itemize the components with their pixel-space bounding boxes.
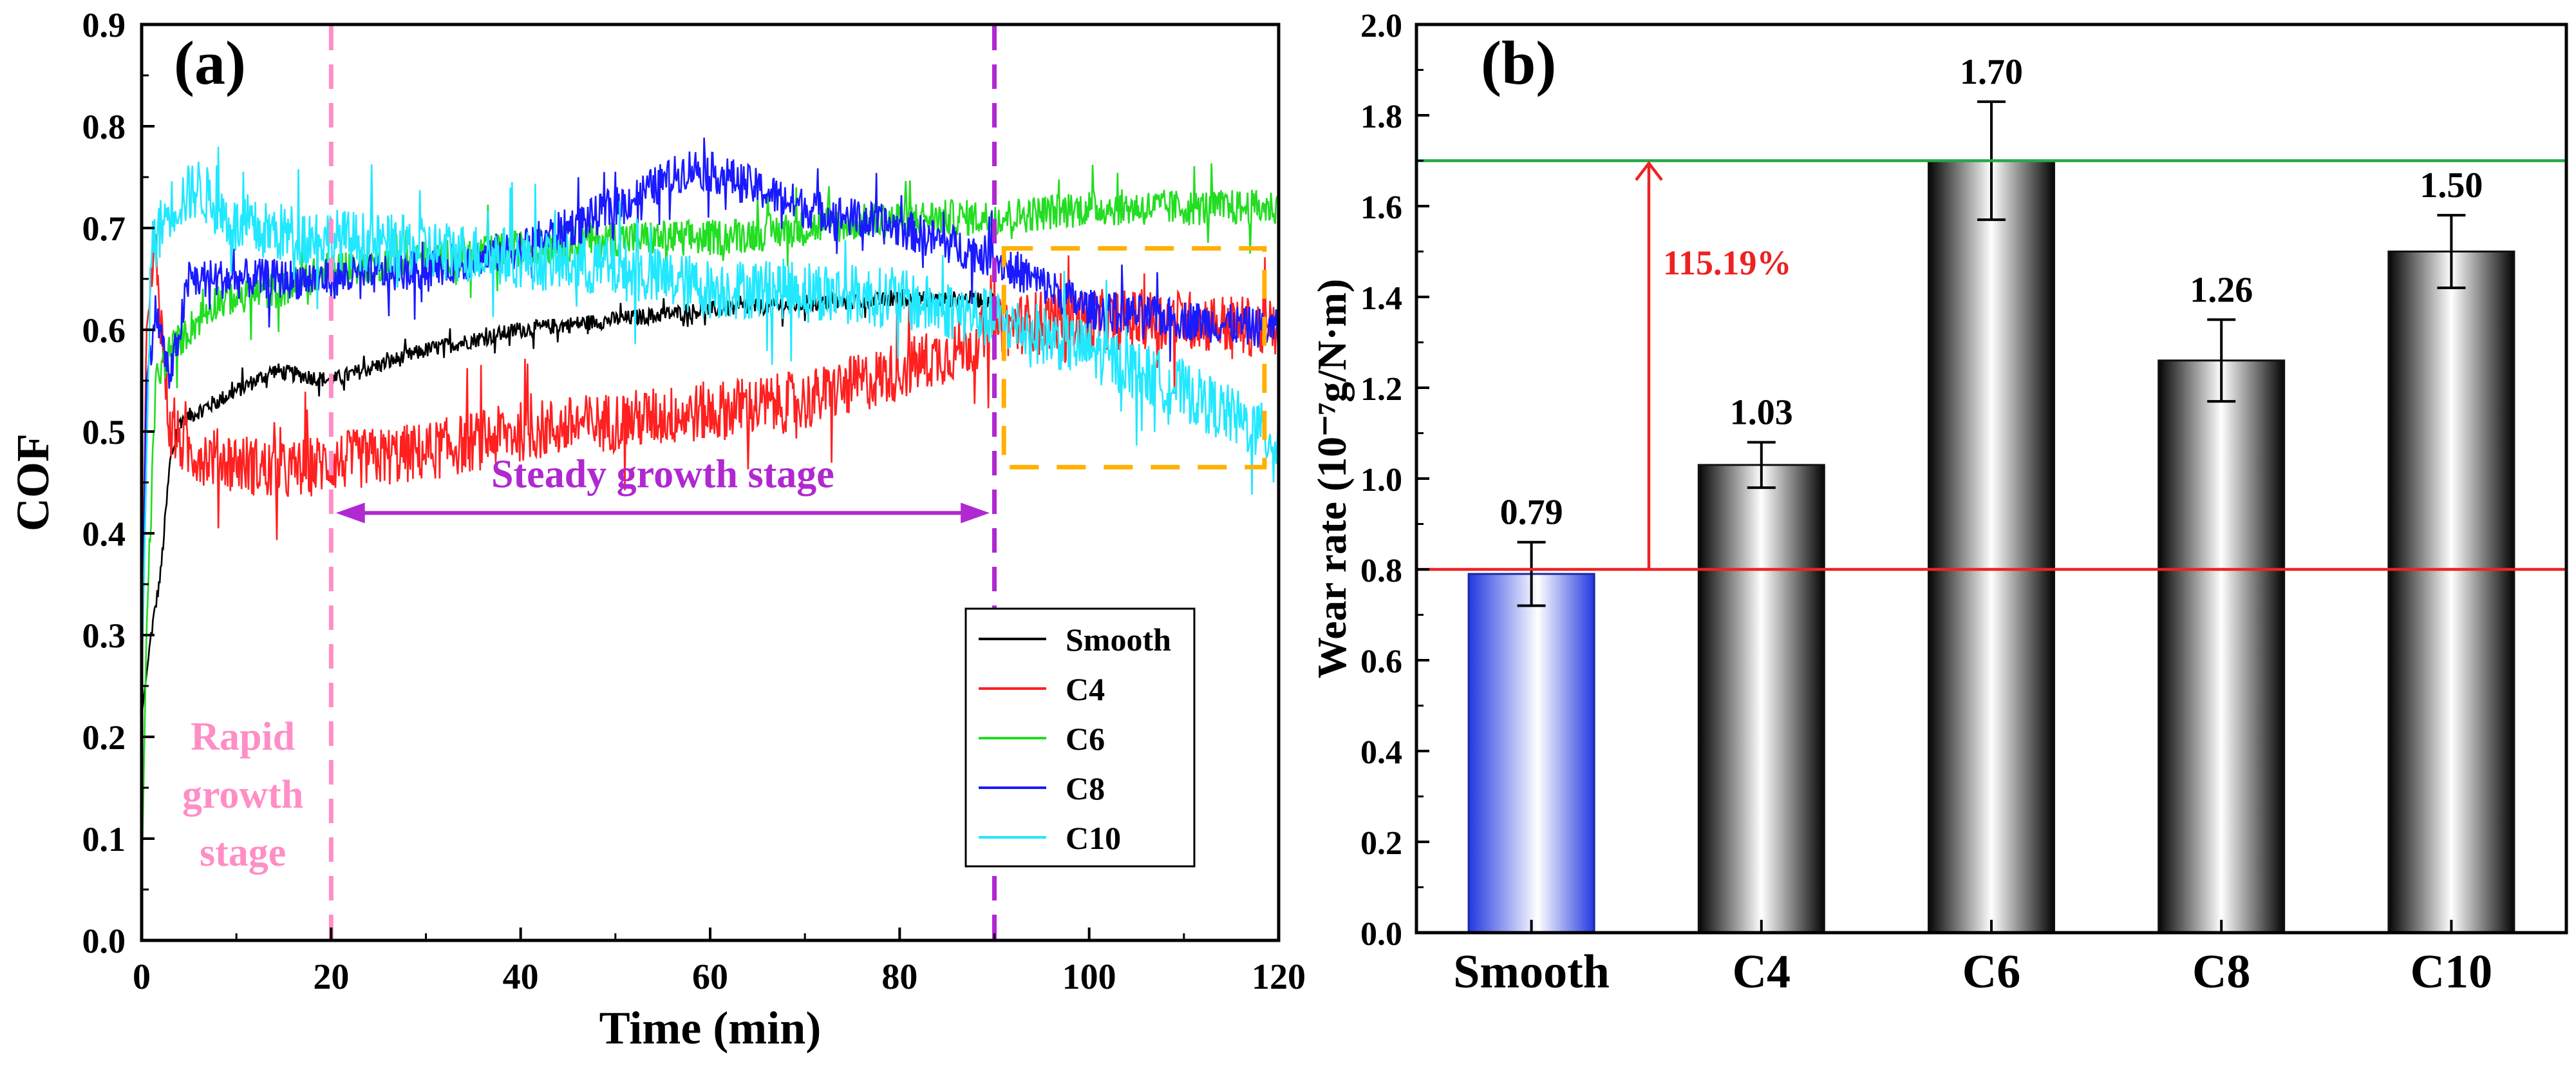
- b-reference-lines: [1416, 159, 2566, 571]
- a-x-axis-title: Time (min): [599, 1002, 822, 1054]
- legend-label-c10: C10: [1066, 820, 1121, 856]
- b-y-tick-label: 0.4: [1360, 734, 1402, 771]
- a-x-tick-label: 120: [1252, 957, 1306, 997]
- legend-label-smooth: Smooth: [1066, 622, 1171, 658]
- value-label-c10: 1.50: [2420, 166, 2483, 205]
- rapid-stage-label-line1: Rapid: [191, 715, 295, 759]
- a-x-tick-label: 40: [503, 957, 539, 997]
- b-bars: 0.79 Smooth 1.03 C4 1.70 C6 1.26 C8 1.50 C10: [1453, 52, 2515, 998]
- legend-label-c6: C6: [1066, 721, 1105, 757]
- a-y-tick-label: 0.4: [82, 515, 126, 553]
- b-y-tick-label: 1.2: [1360, 371, 1402, 408]
- increase-percent-label: 115.19%: [1663, 243, 1792, 282]
- value-label-c6: 1.70: [1960, 52, 2023, 92]
- legend-entry-c4: C4: [979, 671, 1105, 707]
- steady-stage-label: Steady growth stage: [491, 452, 834, 496]
- legend-entry-c8: C8: [979, 770, 1105, 806]
- b-y-tick-label: 0.2: [1360, 825, 1402, 862]
- a-y-tick-label: 0.3: [82, 616, 126, 655]
- series-line-smooth: [142, 284, 995, 717]
- a-y-tick-label: 0.6: [82, 311, 126, 350]
- panel-b-wear-rate-chart: 0.79 Smooth 1.03 C4 1.70 C6 1.26 C8 1.50 C10 115.…: [1309, 8, 2568, 998]
- a-y-tick-label: 0.7: [82, 209, 126, 248]
- a-y-tick-label: 0.1: [82, 820, 126, 859]
- category-label-smooth: Smooth: [1453, 946, 1610, 998]
- a-legend: Smooth C4 C6 C8 C10: [964, 607, 1196, 868]
- a-x-tick-label: 100: [1062, 957, 1116, 997]
- a-y-tick-label: 0.0: [82, 922, 126, 960]
- highlight-box: [1001, 246, 1267, 470]
- b-y-tick-label: 1.0: [1360, 462, 1402, 499]
- panel-b-label: (b): [1481, 28, 1556, 97]
- value-label-c8: 1.26: [2190, 270, 2253, 310]
- a-y-tick-label: 0.5: [82, 413, 126, 452]
- b-y-tick-label: 2.0: [1360, 8, 1402, 44]
- a-x-tick-label: 60: [692, 957, 728, 997]
- steady-stage-arrow: [335, 502, 990, 524]
- legend-entry-c6: C6: [979, 721, 1105, 757]
- rapid-stage-label-line3: stage: [200, 831, 286, 875]
- series-line-c10: [142, 146, 1279, 687]
- legend-label-c4: C4: [1066, 671, 1105, 707]
- a-y-tick-label: 0.9: [82, 6, 126, 44]
- a-y-tick-label: 0.8: [82, 108, 126, 146]
- b-y-tick-label: 1.8: [1360, 99, 1402, 135]
- arrow-head-right: [961, 502, 990, 524]
- value-label-smooth: 0.79: [1500, 493, 1563, 533]
- b-y-tick-label: 1.4: [1360, 280, 1402, 317]
- a-x-tick-label: 20: [313, 957, 349, 997]
- a-y-axis-title: COF: [7, 433, 59, 531]
- legend-label-c8: C8: [1066, 770, 1105, 806]
- category-label-c4: C4: [1733, 946, 1791, 998]
- b-axes-ticks: 0.0 0.2 0.4 0.6 0.8 1.0 1.2 1.4 1.6 1.8 2.0: [1360, 8, 2453, 953]
- b-y-tick-label: 0.6: [1360, 643, 1402, 680]
- legend-entry-smooth: Smooth: [979, 622, 1171, 658]
- bar-c4: [1697, 464, 1825, 934]
- b-y-tick-label: 0.8: [1360, 553, 1402, 589]
- a-x-tick-label: 0: [133, 957, 151, 997]
- panel-a-label: (a): [174, 28, 246, 97]
- category-label-c6: C6: [1962, 946, 2020, 998]
- a-annotations: Steady growth stage Rapid growth stage: [182, 26, 1267, 939]
- b-y-axis-title: Wear rate (10⁻⁷g/N·m): [1309, 279, 1355, 679]
- arrow-head-left: [335, 502, 365, 524]
- rapid-stage-label-line2: growth: [182, 773, 303, 817]
- legend-entry-c10: C10: [979, 820, 1121, 856]
- a-axes-ticks: 0 20 40 60 80 100 120 0.0 0.1 0.2 0.3 0.4 0.5 0.6 0.7 0…: [82, 6, 1306, 997]
- b-y-tick-label: 1.6: [1360, 189, 1402, 226]
- bar-c10: [2387, 251, 2515, 934]
- category-label-c10: C10: [2411, 946, 2492, 998]
- category-label-c8: C8: [2192, 946, 2250, 998]
- b-y-tick-label: 0.0: [1360, 916, 1402, 953]
- bar-smooth: [1467, 573, 1595, 934]
- a-x-tick-label: 80: [881, 957, 917, 997]
- bar-c6: [1928, 160, 2055, 934]
- a-y-tick-label: 0.2: [82, 718, 126, 757]
- value-label-c4: 1.03: [1730, 393, 1793, 433]
- bar-c8: [2158, 359, 2286, 934]
- increase-arrow-head: [1635, 160, 1663, 181]
- panel-a-cof-chart: Steady growth stage Rapid growth stage 0…: [7, 6, 1306, 1054]
